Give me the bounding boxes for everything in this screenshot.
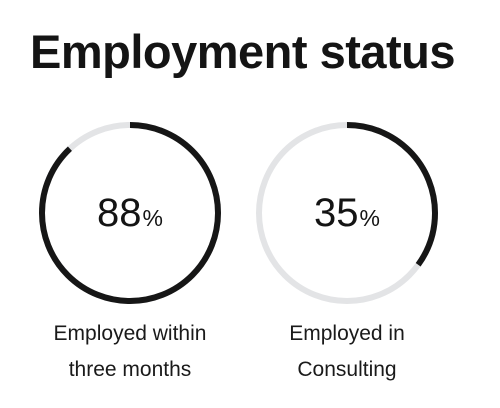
progress-ring-graphic xyxy=(39,122,221,304)
stat-caption-line: Employed in xyxy=(289,322,405,345)
progress-ring: 35% xyxy=(254,120,440,306)
stat-caption-line: Consulting xyxy=(297,358,397,381)
progress-ring-fill xyxy=(256,122,438,304)
progress-ring-fill xyxy=(39,122,221,304)
stat-employed-within-three-months: 88% Employed within three months xyxy=(10,120,250,388)
page-title: Employment status xyxy=(30,25,456,78)
stat-number: 35 xyxy=(314,191,359,235)
stat-employed-in-consulting: 35% Employed in Consulting xyxy=(227,120,467,388)
stat-number: 88 xyxy=(97,191,142,235)
stat-value: 88% xyxy=(37,120,223,306)
stat-caption-line: three months xyxy=(68,358,192,381)
progress-ring: 88% xyxy=(37,120,223,306)
progress-ring-graphic xyxy=(256,122,438,304)
stat-caption-line: Employed within xyxy=(53,322,207,345)
stat-caption: Employed within three months xyxy=(10,316,250,388)
stat-unit: % xyxy=(142,204,163,231)
stat-value: 35% xyxy=(254,120,440,306)
stat-unit: % xyxy=(359,204,380,231)
stat-caption: Employed in Consulting xyxy=(227,316,467,388)
